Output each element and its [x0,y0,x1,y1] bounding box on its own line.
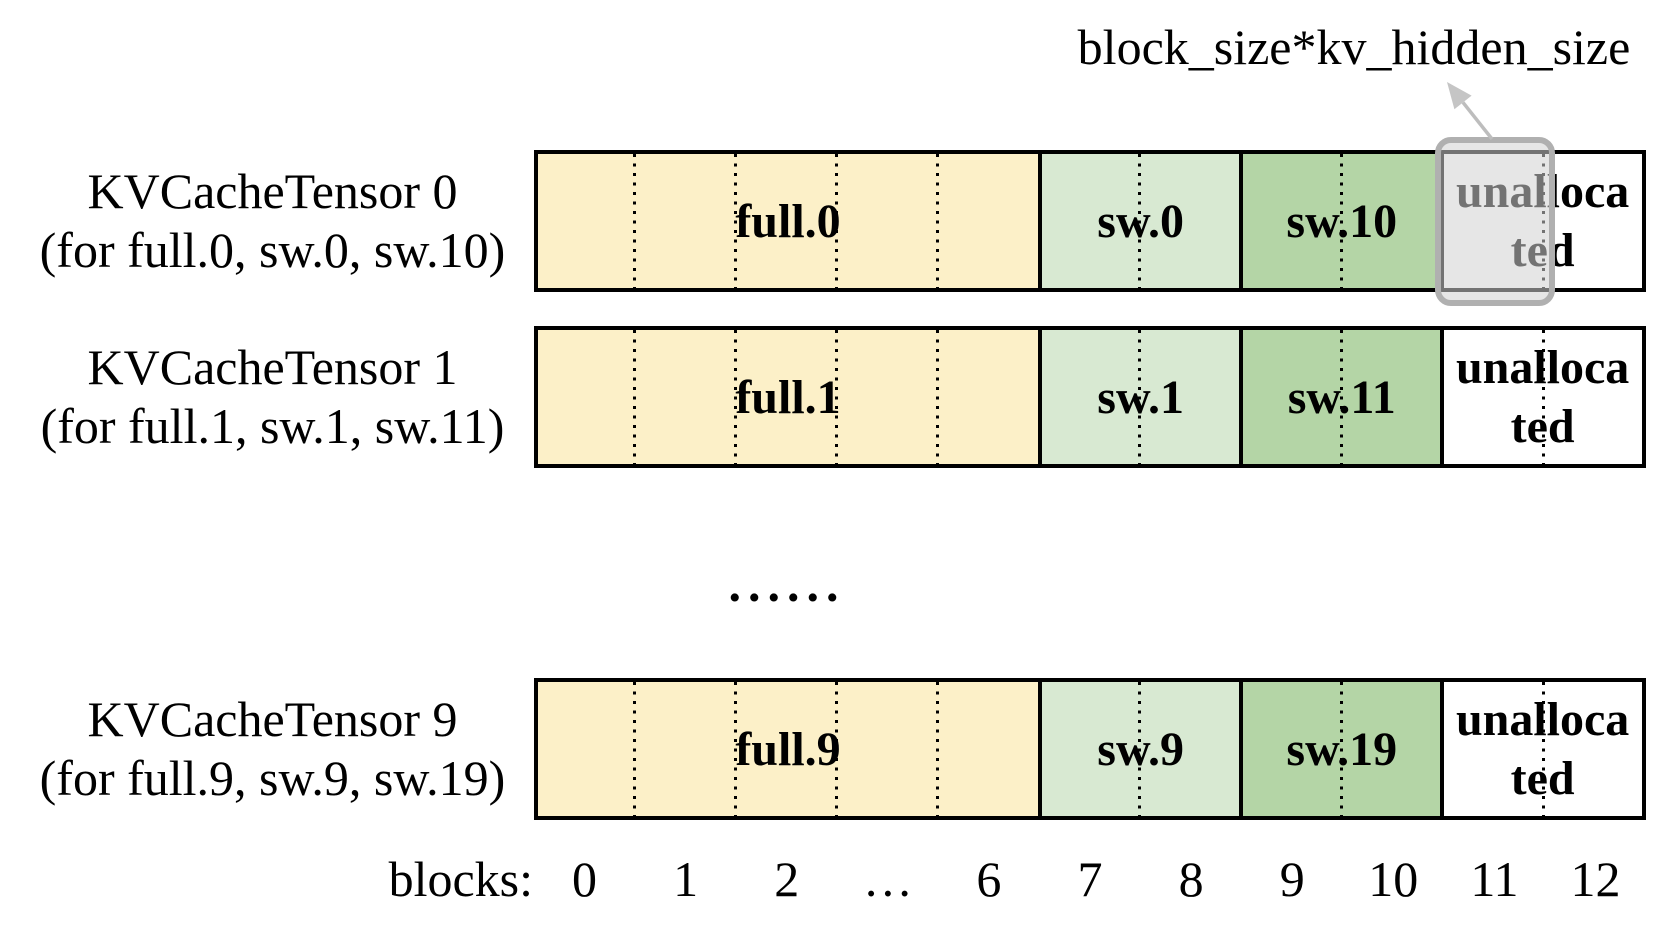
segment-label-full-0: full.0 [735,194,841,248]
kv-cache-tensor-row-1: KVCacheTensor 1 (for full.1, sw.1, sw.11… [0,326,1676,468]
tensor-9-segment-sw19: sw.19 [1239,682,1441,816]
segment-label-sw-9: sw.9 [1097,722,1184,776]
segment-label-sw-1: sw.1 [1097,370,1184,424]
row-1-title: KVCacheTensor 1 [87,339,458,395]
tensor-1-segment-full: full.1 [538,330,1038,464]
row-9-title: KVCacheTensor 9 [87,691,458,747]
tensor-9-segment-full: full.9 [538,682,1038,816]
kv-cache-tensor-row-0: KVCacheTensor 0 (for full.0, sw.0, sw.10… [0,150,1676,292]
block-divider [1138,330,1141,464]
block-divider [1340,682,1344,816]
row-1-label: KVCacheTensor 1 (for full.1, sw.1, sw.11… [20,338,525,456]
block-size-highlight-box [1435,137,1555,306]
axis-tick-ellipsis: … [862,851,913,907]
tensor-9-segment-sw: sw.9 [1038,682,1240,816]
block-divider [734,330,737,464]
block-divider [835,682,838,816]
arrow-head-icon [1447,82,1472,110]
segment-label-sw-0: sw.0 [1097,194,1184,248]
axis-tick-2: 2 [774,851,800,907]
row-0-title: KVCacheTensor 0 [87,163,458,219]
block-divider [1340,330,1344,464]
arrow-line [1461,101,1494,141]
block-divider [936,330,939,464]
block-divider [835,154,838,288]
blocks-axis-ticks: 0 1 2 … 6 7 8 9 10 11 12 [534,850,1646,909]
segment-label-sw11-1: sw.11 [1287,370,1396,424]
axis-tick-0: 0 [572,851,598,907]
row-9-label: KVCacheTensor 9 (for full.9, sw.9, sw.19… [20,690,525,808]
blocks-axis-label: blocks: [388,851,533,907]
block-divider [1542,330,1546,464]
block-divider [1340,154,1344,288]
tensor-0-segment-full: full.0 [538,154,1038,288]
block-divider [1542,682,1546,816]
tensor-9-segment-unallocated: unallocated [1440,682,1641,816]
axis-tick-6: 6 [976,851,1002,907]
kv-cache-tensor-row-9: KVCacheTensor 9 (for full.9, sw.9, sw.19… [0,678,1676,820]
block-divider [734,154,737,288]
segment-label-sw19-9: sw.19 [1286,722,1398,776]
row-9-subtitle: (for full.9, sw.9, sw.19) [39,750,506,806]
block-divider [633,154,636,288]
axis-tick-11: 11 [1470,851,1519,907]
tensor-1-segment-sw: sw.1 [1038,330,1240,464]
axis-tick-7: 7 [1077,851,1103,907]
tensor-1-segment-sw11: sw.11 [1239,330,1441,464]
tensor-9-box: full.9 sw.9 sw.19 unallocated [534,678,1646,820]
axis-tick-12: 12 [1570,851,1621,907]
row-0-subtitle: (for full.0, sw.0, sw.10) [39,222,506,278]
segment-label-unallocated-9: unallocated [1455,693,1630,805]
block-size-annotation: block_size*kv_hidden_size [1077,19,1631,75]
row-1-subtitle: (for full.1, sw.1, sw.11) [40,398,505,454]
row-0-label: KVCacheTensor 0 (for full.0, sw.0, sw.10… [20,162,525,280]
block-divider [633,682,636,816]
segment-label-unallocated-1: unallocated [1455,341,1630,453]
rows-ellipsis: ...... [728,556,846,612]
tensor-0-segment-sw10: sw.10 [1239,154,1441,288]
axis-tick-1: 1 [673,851,699,907]
axis-tick-10: 10 [1368,851,1419,907]
block-divider [1138,682,1141,816]
segment-label-full-1: full.1 [735,370,841,424]
axis-tick-8: 8 [1178,851,1204,907]
segment-label-sw10-0: sw.10 [1286,194,1398,248]
tensor-1-segment-unallocated: unallocated [1440,330,1641,464]
tensor-1-box: full.1 sw.1 sw.11 unallocated [534,326,1646,468]
block-divider [1138,154,1141,288]
block-divider [633,330,636,464]
axis-tick-9: 9 [1279,851,1305,907]
annotation-arrow [1447,82,1494,141]
block-divider [936,154,939,288]
tensor-0-segment-sw: sw.0 [1038,154,1240,288]
block-divider [734,682,737,816]
block-divider [835,330,838,464]
block-divider [936,682,939,816]
segment-label-full-9: full.9 [735,722,841,776]
